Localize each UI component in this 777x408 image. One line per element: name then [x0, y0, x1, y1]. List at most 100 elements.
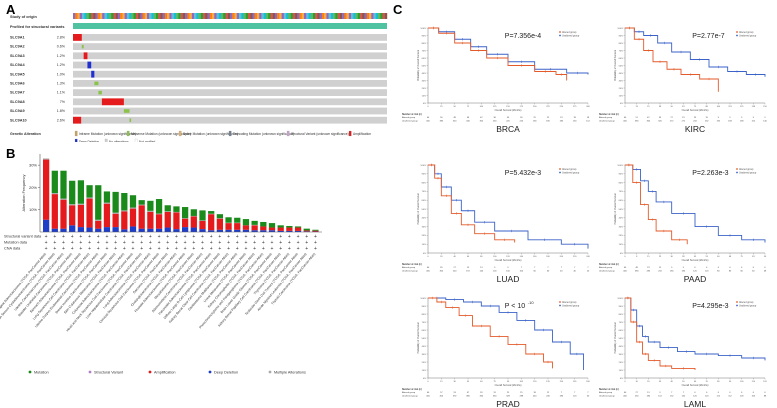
bar-segment: [95, 219, 102, 221]
risk-count: 27: [671, 117, 674, 119]
km-x-tick-label: 60: [480, 381, 483, 383]
bar-segment: [129, 208, 137, 227]
study-origin-cell: [265, 13, 269, 19]
legend-label: Deep Deletion: [79, 140, 99, 142]
km-y-tick-label: 30%: [422, 80, 426, 82]
risk-count: 60: [752, 270, 755, 272]
km-x-tick-label: 113: [728, 106, 732, 108]
km-plot: 0% 10% 20% 30% 40% 50% 60% 70% 80% 90% 100% 0 13 25 38…: [599, 26, 768, 134]
bar-segment: [225, 223, 232, 230]
risk-count: 120: [693, 270, 697, 272]
risk-count: 152: [752, 120, 756, 122]
bar-segment: [234, 223, 241, 230]
alteration-cell: [123, 109, 130, 113]
km-x-tick-label: 25: [440, 106, 443, 108]
risk-row-label: Altered group: [599, 391, 613, 394]
km-y-tick-label: 10%: [619, 370, 623, 372]
km-x-tick-label: 30: [659, 381, 662, 383]
study-origin-cell: [138, 13, 141, 19]
study-origin-cell: [135, 13, 139, 19]
km-x-tick-label: 68: [729, 256, 732, 258]
study-origin-cell: [274, 13, 278, 19]
risk-count: 120: [573, 395, 577, 397]
study-origin-cell: [207, 13, 211, 19]
data-row-marker: +: [97, 234, 100, 240]
bar-segment: [312, 230, 319, 232]
risk-count: 31: [494, 392, 497, 394]
km-y-tick-label: 10%: [422, 95, 426, 97]
data-row-marker: +: [192, 246, 195, 252]
km-x-tick-label: 0: [624, 256, 626, 258]
km-x-tick-label: 135: [546, 381, 550, 383]
study-origin-cell: [256, 13, 260, 19]
data-row-marker: +: [244, 234, 247, 240]
study-origin-cell: [147, 13, 150, 19]
km-x-tick-label: 220: [573, 256, 577, 258]
legend-marker: [736, 168, 738, 170]
bar-segment: [251, 220, 258, 225]
risk-count: 6: [729, 267, 731, 269]
km-x-tick-label: 50: [682, 381, 685, 383]
study-origin-cell: [221, 13, 224, 19]
study-origin-cell: [353, 13, 356, 19]
km-x-tick-label: 125: [493, 106, 497, 108]
p-value-exponent: -10: [528, 300, 535, 305]
km-y-label: Probability of Overall Survival: [614, 193, 617, 225]
bar-segment: [164, 211, 171, 212]
legend-marker: [559, 171, 561, 174]
risk-count: 18: [587, 117, 590, 119]
km-y-tick-label: 90%: [422, 174, 426, 176]
data-row-marker: +: [88, 246, 91, 252]
study-origin-cell: [124, 13, 128, 19]
data-row-marker: +: [314, 234, 317, 240]
risk-count: 60: [624, 117, 627, 119]
data-row-label: CNA data: [4, 247, 21, 251]
risk-count: 340: [453, 120, 457, 122]
risk-count: 6: [753, 267, 755, 269]
data-row-marker: +: [192, 240, 195, 246]
legend-label: Structural Variant (unknown significance…: [291, 132, 349, 136]
risk-count: 42: [647, 117, 650, 119]
study-origin-cell: [357, 13, 361, 19]
study-origin-cell: [346, 13, 350, 19]
data-row-marker: +: [192, 234, 195, 240]
risk-count: 240: [546, 395, 550, 397]
legend-marker: [559, 304, 561, 307]
km-x-tick-label: 125: [740, 106, 744, 108]
km-y-tick-label: 70%: [619, 191, 623, 193]
bar-segment: [112, 227, 119, 232]
km-x-label: Overall Survival (Months): [495, 259, 522, 262]
risk-count: 6: [741, 267, 743, 269]
km-x-tick-label: 90: [507, 381, 510, 383]
km-x-tick-label: 90: [764, 256, 767, 258]
legend-swatch: [126, 130, 130, 137]
bar-segment: [95, 228, 102, 232]
risk-count: 6: [764, 267, 766, 269]
bar-segment: [190, 216, 197, 228]
panel-label-c: C: [393, 2, 403, 17]
risk-count: 48: [764, 270, 767, 272]
legend-label: Unaltered group: [739, 34, 757, 37]
data-row-marker: +: [166, 234, 169, 240]
study-origin-cell: [241, 13, 244, 19]
gene-track: [73, 80, 387, 87]
risk-count: 240: [533, 395, 537, 397]
bar-segment: [225, 229, 232, 232]
legend-marker: [736, 301, 738, 303]
cancer-label: LAML: [684, 399, 706, 408]
data-row-marker: +: [279, 246, 282, 252]
study-origin-cell: [182, 13, 186, 19]
risk-count: 300: [480, 120, 484, 122]
risk-count: 9: [507, 267, 509, 269]
risk-count: 220: [506, 120, 510, 122]
risk-count: 400: [426, 395, 430, 397]
legend-swatch: [348, 130, 352, 137]
km-x-tick-label: 53: [706, 256, 709, 258]
risk-count: 18: [574, 117, 577, 119]
bar-segment: [147, 228, 154, 232]
study-origin-cell: [268, 13, 271, 19]
data-row-marker: +: [305, 246, 308, 252]
study-origin-cell: [324, 13, 327, 19]
alteration-cell: [129, 118, 132, 122]
data-row-marker: +: [114, 240, 117, 246]
